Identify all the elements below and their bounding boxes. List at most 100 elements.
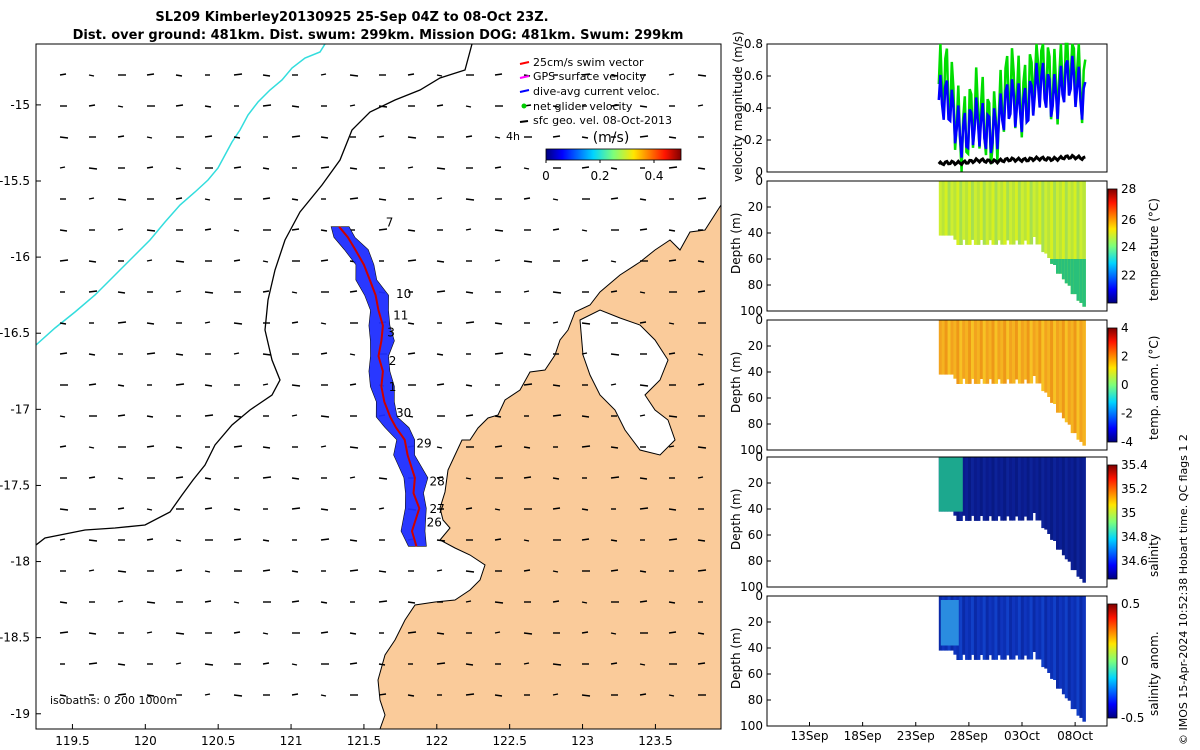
heatmap-column	[1003, 457, 1007, 521]
vector-arrow	[204, 414, 214, 417]
vector-arrow	[668, 538, 678, 541]
vector-arrow	[146, 631, 153, 634]
heatmap-column	[1012, 596, 1016, 660]
vector-arrow	[610, 353, 620, 356]
colorbar-axis-label: temperature (°C)	[1147, 198, 1161, 301]
heatmap-column	[965, 457, 969, 521]
vector-arrow	[291, 291, 298, 294]
vector-arrow	[117, 477, 124, 480]
vector-arrow	[320, 73, 327, 76]
heatmap-column	[994, 457, 998, 521]
vector-arrow	[262, 290, 270, 293]
vector-arrow	[581, 73, 591, 76]
heatmap-column	[962, 596, 966, 655]
heatmap-column	[1058, 320, 1063, 413]
heatmap-column	[1053, 596, 1057, 680]
vector-arrow	[436, 662, 446, 665]
vector-arrow	[407, 136, 417, 139]
vector-arrow	[291, 384, 301, 387]
vector-arrow	[697, 290, 706, 293]
heatmap-column	[994, 596, 998, 660]
copyright-text: © IMOS 15-Apr-2024 10:52:38 Hobart time.…	[1177, 434, 1190, 745]
vector-arrow	[146, 73, 155, 76]
heatmap-column	[1058, 181, 1063, 274]
vector-arrow	[552, 291, 562, 294]
vector-arrow	[668, 508, 677, 511]
vector-arrow	[581, 322, 591, 325]
heatmap-column	[1050, 596, 1054, 679]
vector-arrow	[436, 539, 446, 542]
vector-arrow	[204, 384, 213, 387]
heatmap-column	[976, 181, 981, 245]
y-tick-label: -17.5	[0, 478, 30, 492]
vector-arrow	[494, 166, 502, 169]
vector-arrow	[407, 322, 415, 325]
vector-arrow	[668, 631, 677, 634]
vector-arrow	[552, 570, 559, 573]
vector-arrow	[117, 291, 126, 294]
legend-item-gps: GPS surface velocity	[519, 70, 646, 83]
vector-arrow	[523, 476, 532, 479]
vector-arrow	[610, 539, 618, 542]
inset-label: 4h	[506, 130, 520, 143]
date-tick-label: 28Sep	[950, 729, 988, 743]
heatmap-column	[979, 596, 984, 655]
vector-arrow	[378, 600, 388, 603]
heatmap-column	[1053, 181, 1057, 265]
map-colorbar-ticks: 0 0.2 0.4	[542, 160, 664, 183]
vector-arrow	[88, 446, 95, 449]
legend-item-sfc-geo: sfc geo. vel. 08-Oct-2013	[519, 114, 672, 127]
vector-arrow	[262, 197, 271, 200]
vector-arrow	[349, 539, 358, 542]
x-tick-label: 122	[425, 734, 448, 748]
vector-arrow	[262, 539, 270, 542]
panel-colorbar	[1107, 327, 1118, 443]
vector-arrow	[523, 569, 531, 572]
depth-tick-label: 60	[748, 667, 763, 681]
vector-arrow	[262, 446, 271, 449]
colorbar-tick-label: -4	[1121, 435, 1133, 449]
heatmap-column	[997, 457, 1001, 517]
heatmap-column	[1035, 457, 1039, 521]
vector-arrow	[552, 477, 560, 480]
heatmap-column	[971, 320, 975, 379]
heatmap-column	[1029, 596, 1034, 660]
vector-arrow	[59, 136, 69, 139]
heatmap-column	[991, 181, 995, 245]
vector-arrow	[639, 135, 649, 138]
heatmap-column	[956, 320, 960, 384]
y-tick-label: -15.5	[0, 174, 30, 188]
vector-arrow	[523, 662, 530, 665]
heatmap-column	[1015, 181, 1019, 241]
vector-arrow	[291, 570, 299, 573]
heatmap-column	[938, 181, 943, 236]
vector-arrow	[494, 601, 504, 604]
vector-arrow	[465, 135, 473, 138]
y-tick-label: -17	[10, 402, 30, 416]
vector-arrow	[204, 693, 211, 696]
vector-arrow	[291, 693, 299, 696]
heatmap-column	[1006, 457, 1010, 517]
vector-arrow	[610, 290, 618, 293]
chart-title-line1: SL209 Kimberley20130925 25-Sep 04Z to 08…	[155, 10, 548, 25]
heatmap-patch	[940, 600, 959, 646]
date-tick-label: 23Sep	[897, 729, 935, 743]
colorbar-tick-label: 2	[1121, 350, 1129, 364]
vector-arrow	[639, 570, 647, 573]
heatmap-column-deep	[1073, 259, 1078, 295]
vector-arrow	[146, 415, 154, 418]
day-label: 10	[396, 287, 411, 301]
heatmap-column	[1067, 457, 1072, 562]
x-tick-label: 119.5	[55, 734, 89, 748]
vector-arrow	[204, 135, 213, 138]
heatmap-column	[1044, 181, 1048, 254]
depth-tick-label: 80	[748, 417, 763, 431]
heatmap-column	[959, 320, 963, 384]
vector-arrow	[697, 539, 706, 542]
vector-arrow	[117, 198, 127, 201]
vector-arrow	[320, 259, 329, 262]
colorbar-tick-label: -2	[1121, 407, 1133, 421]
colorbar-tick-label: 0.4	[644, 169, 663, 183]
heatmap-column	[962, 320, 966, 379]
vector-arrow	[175, 662, 182, 665]
